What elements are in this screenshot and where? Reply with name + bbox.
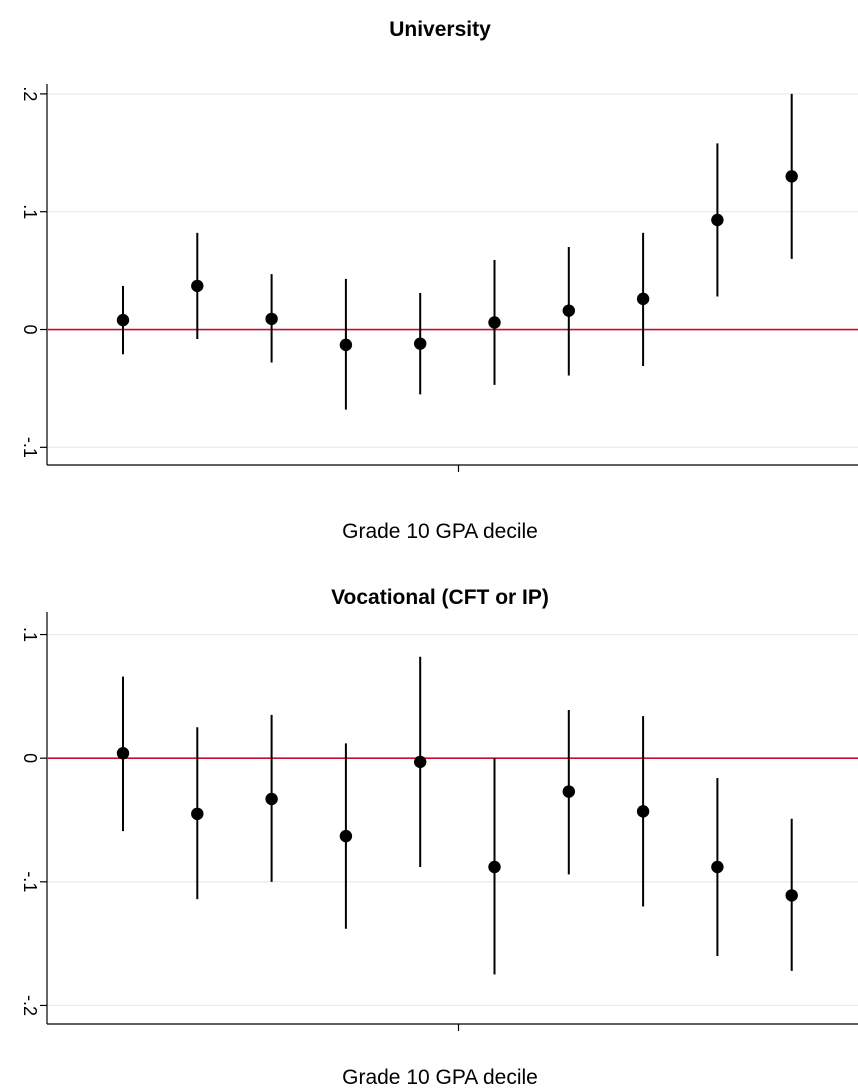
data-point [116, 747, 130, 760]
data-series [116, 656, 798, 975]
data-point [636, 292, 650, 306]
panel-university: University -.1 0 .1 .2 Grade 10 GPA decile [20, 18, 858, 543]
data-point [191, 807, 204, 821]
data-point [711, 213, 724, 227]
data-point [265, 792, 278, 806]
y-tick-label: .1 [20, 204, 40, 219]
y-tick-label: 0 [20, 753, 40, 763]
x-axis-label: Grade 10 GPA decile [342, 1066, 538, 1089]
data-point [414, 755, 427, 769]
data-point [488, 860, 501, 874]
data-point [414, 337, 427, 350]
y-tick-label: -.1 [20, 437, 40, 458]
data-point [711, 860, 724, 874]
data-point [785, 889, 798, 902]
axes: -.2 -.1 0 .1 [20, 612, 858, 1031]
data-series [116, 93, 798, 410]
data-point [339, 338, 353, 352]
data-point [488, 316, 501, 329]
y-tick-label: 0 [20, 325, 40, 335]
grid [48, 633, 858, 1007]
x-axis-label: Grade 10 GPA decile [342, 520, 538, 543]
grid [48, 93, 858, 448]
chart-title: University [389, 18, 491, 41]
y-tick-label: .1 [20, 627, 40, 642]
data-point [339, 829, 353, 843]
y-tick-label: -.2 [20, 995, 40, 1016]
data-point [191, 279, 204, 293]
data-point [116, 313, 130, 327]
chart-title: Vocational (CFT or IP) [331, 586, 549, 609]
y-tick-label: .2 [20, 86, 40, 101]
panel-vocational: Vocational (CFT or IP) -.2 -.1 0 .1 Grade 1… [20, 586, 858, 1089]
data-point [785, 170, 798, 183]
data-point [636, 805, 650, 818]
axes: -.1 0 .1 .2 [20, 84, 858, 472]
data-point [265, 312, 278, 326]
data-point [562, 785, 575, 798]
y-tick-label: -.1 [20, 871, 40, 892]
data-point [562, 304, 575, 317]
